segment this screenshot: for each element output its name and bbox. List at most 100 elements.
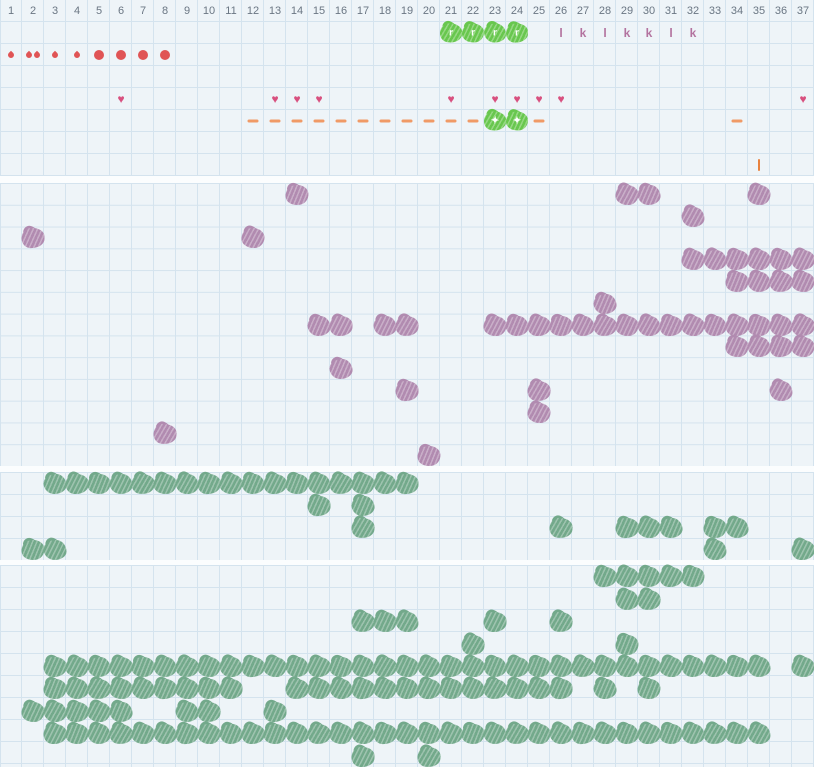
- mark-heart[interactable]: ♥: [557, 92, 565, 106]
- mark-blob-green[interactable]: [614, 723, 640, 745]
- mark-blob-green[interactable]: [196, 678, 222, 701]
- mark-blob-purple[interactable]: [615, 315, 639, 336]
- mark-drop-large[interactable]: [160, 50, 170, 60]
- mark-blob-green[interactable]: [703, 656, 727, 678]
- mark-blob-green[interactable]: [725, 518, 749, 538]
- mark-drop-small[interactable]: [72, 50, 82, 60]
- mark-letter[interactable]: l: [603, 26, 607, 40]
- mark-letter[interactable]: k: [579, 26, 587, 40]
- mark-blob-green[interactable]: [87, 701, 111, 723]
- mark-blob-green[interactable]: [241, 724, 265, 745]
- mark-blob-purple[interactable]: [571, 315, 595, 336]
- mark-blob-purple[interactable]: [681, 249, 705, 271]
- mark-blob-purple[interactable]: [746, 314, 772, 337]
- mark-blob-purple[interactable]: [548, 314, 574, 337]
- mark-blob-green[interactable]: [153, 657, 177, 677]
- mark-blob-green[interactable]: [65, 679, 89, 700]
- mark-blob-green[interactable]: [329, 724, 353, 745]
- mark-blob-green[interactable]: [395, 656, 419, 678]
- mark-blob-green[interactable]: [175, 701, 199, 722]
- mark-letter[interactable]: l: [559, 26, 563, 40]
- mark-blob-green[interactable]: [196, 701, 222, 723]
- mark-blob-green[interactable]: [724, 656, 750, 678]
- mark-blob-green[interactable]: [526, 678, 552, 701]
- mark-blob-green[interactable]: [307, 495, 331, 517]
- mark-blob-green[interactable]: [307, 656, 331, 678]
- mark-blob-green[interactable]: [350, 723, 376, 745]
- mark-blob-green[interactable]: [285, 724, 309, 745]
- mark-blob-purple[interactable]: [504, 314, 530, 337]
- mark-dash[interactable]: [335, 119, 347, 123]
- mark-blob-green[interactable]: [109, 474, 133, 494]
- mark-blob-purple[interactable]: [702, 314, 728, 337]
- mark-dash[interactable]: [269, 119, 281, 123]
- mark-tick[interactable]: [758, 159, 760, 171]
- mark-blob-green[interactable]: [746, 723, 772, 745]
- mark-blob-green[interactable]: [460, 633, 486, 656]
- mark-blob-green[interactable]: [42, 701, 68, 723]
- mark-clover[interactable]: ✦: [505, 111, 529, 131]
- mark-blob-green[interactable]: [284, 656, 310, 678]
- mark-blob-green[interactable]: [791, 539, 814, 561]
- mark-dash[interactable]: [731, 119, 743, 123]
- mark-blob-green[interactable]: [416, 656, 442, 678]
- mark-blob-purple[interactable]: [724, 271, 750, 293]
- mark-drop-large[interactable]: [116, 50, 126, 60]
- mark-blob-purple[interactable]: [768, 249, 794, 271]
- mark-blob-green[interactable]: [394, 611, 420, 633]
- mark-dash[interactable]: [357, 119, 369, 123]
- mark-heart[interactable]: ♥: [535, 92, 543, 106]
- mark-blob-green[interactable]: [637, 656, 661, 678]
- mark-blob-green[interactable]: [218, 656, 244, 678]
- mark-drop-large[interactable]: [94, 50, 104, 60]
- mark-blob-purple[interactable]: [791, 249, 814, 271]
- mark-blob-green[interactable]: [615, 566, 639, 588]
- mark-blob-green[interactable]: [43, 724, 67, 745]
- mark-blob-green[interactable]: [263, 701, 287, 723]
- mark-blob-purple[interactable]: [747, 184, 771, 206]
- mark-blob-green[interactable]: [153, 679, 177, 700]
- mark-blob-green[interactable]: [438, 678, 464, 701]
- mark-blob-purple[interactable]: [769, 315, 793, 336]
- mark-blob-green[interactable]: [262, 723, 288, 746]
- mark-blob-green[interactable]: [284, 473, 310, 495]
- mark-blob-green[interactable]: [328, 656, 354, 678]
- mark-blob-purple[interactable]: [328, 358, 354, 380]
- mark-blob-green[interactable]: [483, 611, 507, 633]
- mark-blob-green[interactable]: [263, 656, 287, 678]
- mark-blob-purple[interactable]: [747, 271, 771, 292]
- mark-blob-purple[interactable]: [592, 293, 618, 315]
- mark-dash[interactable]: [533, 119, 545, 123]
- mark-blob-purple[interactable]: [329, 315, 353, 336]
- mark-blob-green[interactable]: [725, 724, 749, 745]
- mark-blob-green[interactable]: [592, 678, 618, 701]
- mark-blob-green[interactable]: [131, 724, 155, 745]
- mark-blob-purple[interactable]: [768, 271, 794, 293]
- mark-blob-green[interactable]: [636, 678, 662, 701]
- mark-blob-green[interactable]: [351, 657, 375, 677]
- mark-blob-green[interactable]: [504, 723, 530, 746]
- mark-blob-purple[interactable]: [241, 228, 265, 249]
- mark-blob-green[interactable]: [637, 724, 661, 745]
- mark-blob-green[interactable]: [747, 657, 771, 677]
- mark-blob-purple[interactable]: [636, 184, 662, 206]
- mark-blob-green[interactable]: [351, 679, 375, 700]
- mark-heart[interactable]: ♥: [491, 92, 499, 106]
- mark-blob-green[interactable]: [526, 656, 552, 678]
- mark-heart[interactable]: ♥: [117, 92, 125, 106]
- mark-blob-green[interactable]: [395, 473, 419, 495]
- mark-blob-green[interactable]: [571, 723, 595, 745]
- mark-blob-green[interactable]: [461, 656, 485, 678]
- mark-blob-green[interactable]: [416, 723, 442, 745]
- mark-blob-purple[interactable]: [394, 314, 420, 337]
- mark-blob-green[interactable]: [328, 678, 354, 701]
- mark-blob-green[interactable]: [548, 723, 574, 745]
- mark-blob-green[interactable]: [593, 566, 617, 588]
- mark-clover[interactable]: ✦: [483, 110, 507, 132]
- mark-blob-purple[interactable]: [747, 249, 771, 271]
- mark-blob-green[interactable]: [42, 678, 68, 701]
- mark-blob-green[interactable]: [284, 678, 310, 701]
- mark-blob-green[interactable]: [593, 723, 617, 745]
- mark-blob-green[interactable]: [548, 611, 574, 633]
- mark-blob-green[interactable]: [174, 473, 200, 495]
